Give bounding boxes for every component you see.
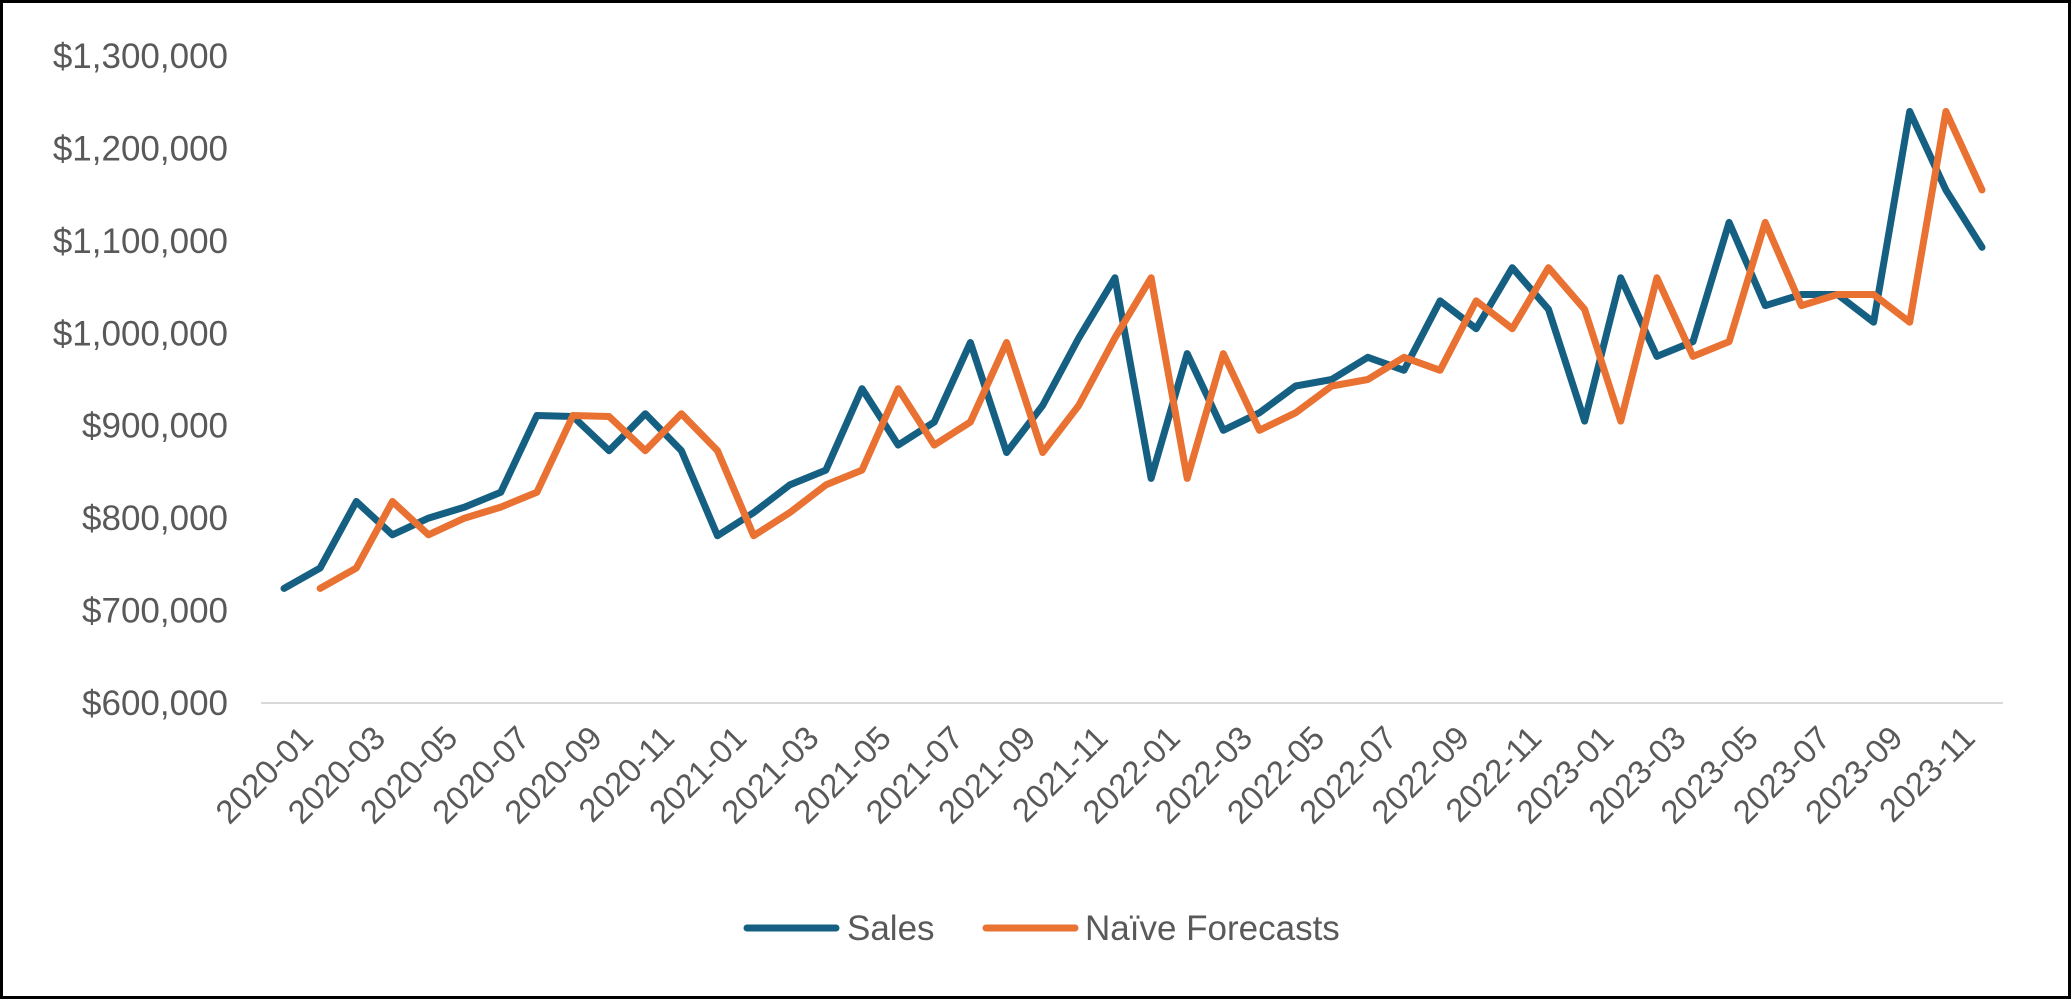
- y-tick-label: $1,300,000: [53, 37, 228, 76]
- y-tick-label: $800,000: [82, 499, 228, 538]
- y-tick-label: $1,100,000: [53, 222, 228, 261]
- series-line-sales: [280, 108, 1986, 592]
- legend: Sales Naïve Forecasts: [743, 909, 1340, 948]
- y-tick-label: $700,000: [82, 592, 228, 631]
- y-axis: $600,000 $700,000 $800,000 $900,000 $1,000,0…: [53, 37, 228, 723]
- plot-area: [280, 108, 1986, 592]
- y-tick-label: $600,000: [82, 684, 228, 723]
- series-line-naive-forecasts: [316, 108, 1986, 592]
- legend-label: Sales: [847, 909, 935, 948]
- y-tick-label: $1,000,000: [53, 314, 228, 353]
- line-chart: $600,000 $700,000 $800,000 $900,000 $1,000,0…: [53, 37, 2003, 948]
- x-axis: 2020-012020-032020-052020-072020-092020-…: [208, 702, 2003, 831]
- legend-label: Naïve Forecasts: [1085, 909, 1340, 948]
- y-tick-label: $1,200,000: [53, 129, 228, 168]
- y-tick-label: $900,000: [82, 407, 228, 446]
